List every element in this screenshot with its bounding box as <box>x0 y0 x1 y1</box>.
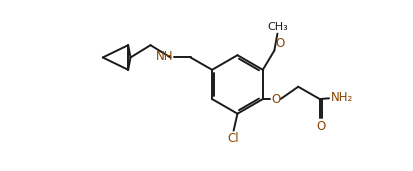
Text: O: O <box>275 37 285 50</box>
Text: NH₂: NH₂ <box>330 91 353 104</box>
Text: O: O <box>316 120 325 133</box>
Text: Cl: Cl <box>228 132 240 145</box>
Text: CH₃: CH₃ <box>267 22 288 32</box>
Text: NH: NH <box>156 50 173 63</box>
Text: O: O <box>271 93 280 106</box>
